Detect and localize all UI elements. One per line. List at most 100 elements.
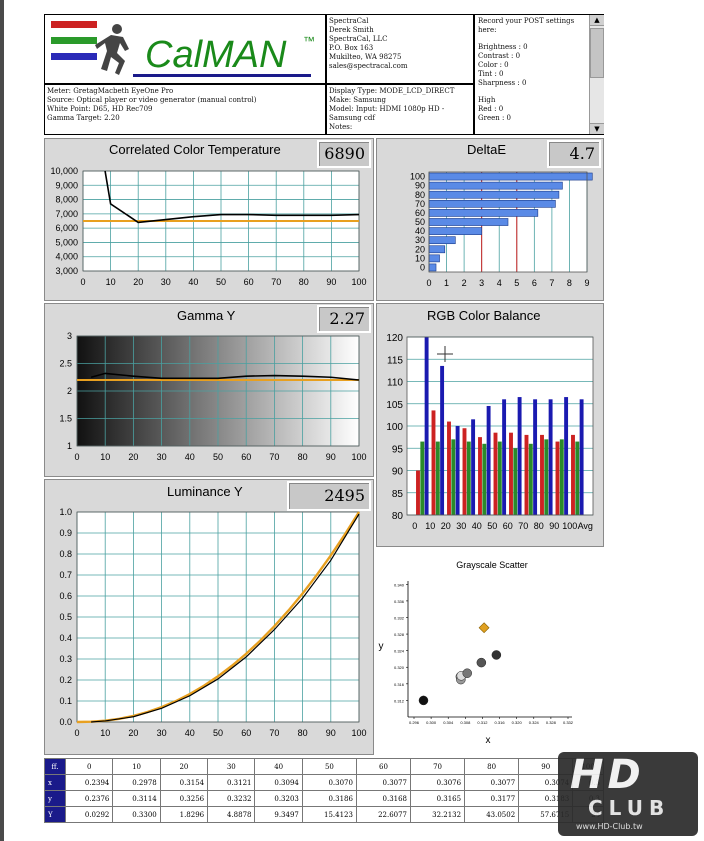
x-tick-label: 0 — [426, 278, 431, 288]
deltae-bar — [428, 181, 563, 190]
display-line: Notes: — [329, 123, 353, 131]
table-cell: 0.3203 — [254, 790, 303, 807]
rgb-green-bar — [544, 439, 549, 515]
rgb-red-bar — [493, 432, 498, 515]
y-tick-label: 0.7 — [59, 570, 72, 580]
table-column-header: 60 — [355, 758, 412, 775]
y-tick-label: 5,000 — [55, 237, 78, 247]
data-table-wrap: ff.0102030405060708090100x0.23940.29780.… — [44, 758, 604, 828]
y-tick-label: 0.1 — [59, 696, 72, 706]
y-tick-label: 95 — [392, 444, 404, 455]
table-row: Y 0.0292 0.3300 1.8296 4.8878 9.3497 15.4123 22… — [44, 806, 604, 823]
luminance-panel: Luminance Y 2495 0.0 0.1 0.2 0.3 0.4 0.5 0.6 0.… — [44, 479, 374, 755]
y-tick-label: 100 — [386, 422, 403, 433]
table-cell: 0.3232 — [207, 790, 256, 807]
x-tick-label: 40 — [472, 521, 482, 531]
table-column-header: 0 — [64, 758, 114, 775]
watermark-hd: HD — [570, 752, 645, 798]
table-cell: 0.3300 — [112, 806, 161, 823]
plot-frame — [76, 335, 360, 447]
deltae-title: DeltaE — [467, 142, 507, 157]
rgb-green-bar — [513, 448, 518, 515]
crosshair-cursor-icon — [437, 346, 453, 362]
rgb-blue-bar — [424, 337, 429, 515]
plot-frame — [76, 511, 360, 723]
cct-series-line — [104, 170, 360, 224]
x-tick-label: 70 — [271, 277, 281, 287]
x-tick-label: 70 — [269, 728, 279, 738]
rgb-blue-bar — [486, 405, 491, 515]
y-tick-label: 90 — [392, 467, 404, 478]
scroll-up-icon[interactable]: ▲ — [590, 15, 604, 26]
target-whitepoint-marker — [478, 622, 490, 634]
scroll-down-icon[interactable]: ▼ — [590, 123, 604, 134]
x-tick-label: 30 — [456, 521, 466, 531]
table-row: x 0.2394 0.2978 0.3154 0.3121 0.3094 0.3070 0.3… — [44, 774, 604, 791]
post-setting-line: Color : 0 — [478, 61, 509, 69]
y-tick-label: 2 — [67, 386, 72, 396]
y-tick-label: 0.324 — [394, 649, 405, 654]
x-tick-label: 100 — [351, 728, 366, 738]
deltae-panel: DeltaE 4.7 0 1 2 3 4 5 6 7 8 9 0 10 20 30 40 50 60 70 80 90… — [376, 138, 604, 301]
x-tick-label: 70 — [518, 521, 528, 531]
display-info-box: Display Type: MODE_LCD_DIRECT Make: Samsu… — [326, 84, 474, 135]
y-tick-label: 0.2 — [59, 675, 72, 685]
x-tick-label: 10 — [106, 277, 116, 287]
left-frame — [0, 0, 4, 841]
rgb-green-bar — [528, 443, 533, 515]
y-axis-label: y — [379, 641, 384, 652]
x-tick-label: 0 — [80, 277, 85, 287]
x-tick-label: 0.312 — [477, 720, 488, 725]
y-tick-label: 120 — [386, 333, 403, 344]
y-tick-label: 80 — [415, 190, 425, 200]
rgb-red-bar — [509, 432, 513, 515]
scroll-thumb[interactable] — [590, 28, 604, 78]
table-cell: 0.3077 — [464, 774, 520, 791]
y-tick-label: 0 — [420, 263, 425, 273]
table-cell: 0.2376 — [64, 790, 114, 807]
x-tick-label: 0.320 — [512, 720, 523, 725]
meter-info-box: Meter: GretagMacbeth EyeOne Pro Source: O… — [44, 84, 326, 135]
x-tick-label: 0 — [74, 728, 79, 738]
x-tick-label: Avg — [578, 521, 593, 531]
x-tick-label: 60 — [503, 521, 513, 531]
post-setting-line: Green : 0 — [478, 114, 511, 122]
x-tick-label: 0.296 — [409, 720, 420, 725]
x-tick-label: 50 — [213, 452, 223, 462]
rgb-red-bar — [447, 421, 451, 515]
table-row-label: y — [44, 790, 66, 807]
rgb-green-bar — [451, 439, 456, 515]
y-tick-label: 0.0 — [59, 717, 72, 727]
y-tick-label: 90 — [415, 181, 425, 191]
cct-panel: Correlated Color Temperature 6890 3,000 4… — [44, 138, 374, 301]
deltae-bar — [428, 190, 560, 199]
y-tick-label: 4,000 — [55, 252, 78, 262]
logo-cal: CalMAN — [145, 34, 287, 76]
y-tick-label: 0.8 — [59, 549, 72, 559]
plot-frame — [428, 171, 588, 273]
luminance-series-line — [91, 513, 360, 723]
deltae-bar — [428, 254, 440, 263]
x-tick-label: 90 — [326, 277, 336, 287]
y-tick-label: 0.316 — [394, 682, 405, 687]
post-setting-line — [478, 35, 589, 43]
y-tick-label: 40 — [415, 226, 425, 236]
scatter-panel: Grayscale Scatter 0.312 0.316 0.320 0.324 0.3… — [376, 549, 604, 755]
scatter-point — [491, 650, 502, 660]
table-cell: 15.4123 — [301, 806, 357, 823]
rgb-red-bar — [555, 441, 560, 515]
scatter-title: Grayscale Scatter — [456, 560, 528, 570]
rgb-blue-bar — [548, 399, 553, 515]
deltae-value: 4.7 — [547, 140, 601, 168]
y-tick-label: 0.340 — [394, 582, 405, 587]
x-tick-label: 10 — [425, 521, 435, 531]
y-tick-label: 100 — [410, 172, 425, 182]
y-tick-label: 9,000 — [55, 180, 78, 190]
gamma-panel: Gamma Y 2.27 1 1.5 2 2.5 3 0 10 20 30 40 50 60 70 80 9… — [44, 303, 374, 477]
y-tick-label: 0.3 — [59, 654, 72, 664]
table-cell: 0.3121 — [207, 774, 256, 791]
scatter-point — [418, 695, 429, 706]
post-settings-scrollbar[interactable]: ▲ ▼ — [589, 15, 604, 134]
table-cell: 32.2132 — [410, 806, 466, 823]
